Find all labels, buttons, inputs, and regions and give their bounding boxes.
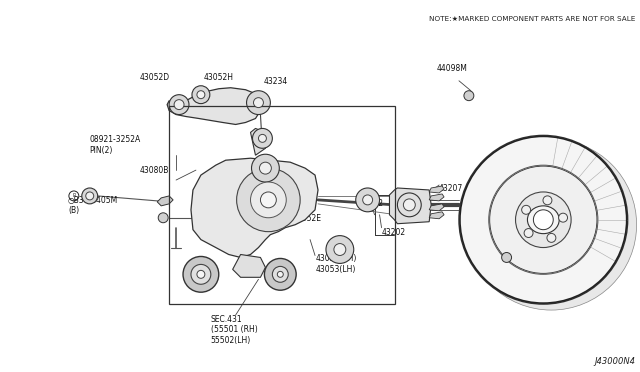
Ellipse shape — [466, 140, 637, 310]
Circle shape — [82, 188, 98, 204]
Polygon shape — [157, 196, 173, 206]
Circle shape — [253, 98, 264, 108]
Text: 43052H: 43052H — [204, 73, 234, 82]
Circle shape — [403, 199, 415, 211]
Circle shape — [246, 91, 270, 115]
Circle shape — [264, 259, 296, 290]
Polygon shape — [250, 128, 268, 155]
Circle shape — [459, 135, 628, 304]
Polygon shape — [191, 158, 318, 257]
Text: 43234: 43234 — [264, 77, 287, 86]
Circle shape — [356, 188, 380, 212]
Text: 43207: 43207 — [439, 184, 463, 193]
Text: R: R — [72, 193, 76, 198]
Circle shape — [250, 182, 286, 218]
Circle shape — [191, 264, 211, 284]
Bar — [169, 106, 396, 304]
Text: 43222: 43222 — [360, 199, 384, 208]
Circle shape — [252, 154, 279, 182]
Circle shape — [326, 235, 354, 263]
Polygon shape — [233, 254, 266, 277]
Ellipse shape — [527, 206, 559, 234]
Circle shape — [363, 195, 372, 205]
Polygon shape — [429, 204, 444, 211]
Circle shape — [397, 193, 421, 217]
Circle shape — [502, 253, 511, 262]
Circle shape — [260, 192, 276, 208]
Circle shape — [253, 128, 273, 148]
Circle shape — [273, 266, 288, 282]
Circle shape — [259, 162, 271, 174]
Polygon shape — [167, 88, 262, 125]
Circle shape — [169, 95, 189, 115]
Text: ★: ★ — [395, 200, 404, 210]
Circle shape — [237, 168, 300, 232]
Circle shape — [522, 205, 531, 214]
Circle shape — [547, 233, 556, 242]
Circle shape — [158, 213, 168, 223]
Text: ○B34-2405M
(B): ○B34-2405M (B) — [68, 196, 118, 215]
Circle shape — [533, 210, 553, 230]
Circle shape — [197, 270, 205, 278]
Text: 43052(RH)
43053(LH): 43052(RH) 43053(LH) — [316, 254, 357, 274]
Circle shape — [192, 86, 210, 104]
Polygon shape — [390, 188, 431, 224]
Circle shape — [174, 100, 184, 110]
Circle shape — [524, 228, 533, 237]
Polygon shape — [429, 194, 444, 201]
Text: 43202: 43202 — [381, 228, 406, 237]
Polygon shape — [429, 212, 444, 219]
Circle shape — [489, 165, 598, 274]
Circle shape — [183, 256, 219, 292]
Polygon shape — [429, 186, 444, 193]
Text: 43052D: 43052D — [140, 73, 170, 82]
Circle shape — [516, 192, 571, 247]
Text: SEC.431
(55501 (RH)
55502(LH): SEC.431 (55501 (RH) 55502(LH) — [211, 315, 257, 345]
Text: NOTE:★MARKED COMPONENT PARTS ARE NOT FOR SALE: NOTE:★MARKED COMPONENT PARTS ARE NOT FOR… — [429, 16, 636, 22]
Text: 44098M: 44098M — [436, 64, 467, 73]
Text: 08921-3252A
PIN(2): 08921-3252A PIN(2) — [90, 135, 141, 155]
Text: 43080B: 43080B — [140, 166, 169, 175]
Circle shape — [559, 213, 568, 222]
Circle shape — [543, 196, 552, 205]
Circle shape — [334, 244, 346, 256]
Text: J43000N4: J43000N4 — [595, 357, 636, 366]
Circle shape — [86, 192, 93, 200]
Circle shape — [464, 91, 474, 101]
Text: 43052E: 43052E — [292, 214, 321, 223]
Circle shape — [259, 134, 266, 142]
Circle shape — [277, 271, 284, 277]
Circle shape — [197, 91, 205, 99]
